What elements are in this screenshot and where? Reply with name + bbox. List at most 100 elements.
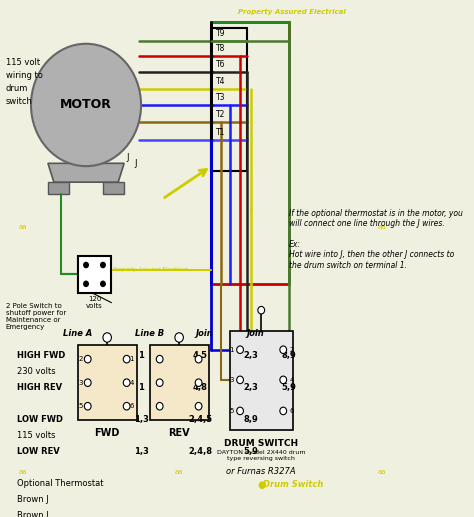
Text: 115 volts: 115 volts — [17, 431, 55, 439]
Text: Line A: Line A — [63, 329, 92, 338]
Text: 4: 4 — [290, 377, 294, 383]
Text: 2,4,8: 2,4,8 — [188, 447, 212, 455]
Text: DAYTON model 2X440 drum
type reversing switch: DAYTON model 2X440 drum type reversing s… — [217, 450, 305, 461]
Circle shape — [100, 262, 106, 268]
Text: 5,9: 5,9 — [244, 447, 258, 455]
Circle shape — [84, 355, 91, 363]
Text: 8,9: 8,9 — [282, 351, 297, 360]
Text: aa: aa — [378, 469, 386, 475]
Circle shape — [156, 355, 163, 363]
Text: LOW REV: LOW REV — [17, 447, 59, 455]
Circle shape — [195, 402, 202, 410]
Text: 5: 5 — [79, 403, 83, 409]
Text: 2: 2 — [79, 356, 83, 362]
Text: 120
volts: 120 volts — [86, 296, 103, 309]
Circle shape — [280, 346, 287, 354]
Text: 1,3: 1,3 — [134, 415, 148, 424]
Text: LOW FWD: LOW FWD — [17, 415, 63, 424]
Text: aa: aa — [18, 224, 27, 231]
Text: 115 volt: 115 volt — [6, 58, 40, 67]
Polygon shape — [103, 182, 124, 194]
Text: 4,8: 4,8 — [193, 383, 208, 392]
Circle shape — [83, 262, 89, 268]
Text: drum: drum — [6, 84, 28, 93]
Circle shape — [258, 307, 264, 314]
Circle shape — [100, 281, 106, 287]
Text: aa: aa — [175, 469, 183, 475]
Text: Property Assured Electrical: Property Assured Electrical — [238, 9, 346, 15]
Circle shape — [123, 402, 130, 410]
Text: J: J — [127, 153, 129, 161]
Text: T6: T6 — [216, 60, 225, 69]
Text: HIGH REV: HIGH REV — [17, 383, 62, 392]
Text: 3: 3 — [229, 377, 234, 383]
Text: 4,5: 4,5 — [193, 351, 208, 360]
Bar — [78, 255, 111, 293]
Text: Property Assured Electrical: Property Assured Electrical — [113, 267, 187, 272]
Text: 1: 1 — [138, 383, 144, 392]
Text: T1: T1 — [216, 128, 225, 137]
Text: T8: T8 — [216, 44, 225, 53]
Text: 4: 4 — [129, 379, 134, 386]
Polygon shape — [48, 163, 124, 182]
Text: DRUM SWITCH: DRUM SWITCH — [224, 439, 298, 448]
Text: T2: T2 — [216, 110, 225, 119]
Text: 5,9: 5,9 — [282, 383, 297, 392]
Circle shape — [84, 379, 91, 386]
Text: T9: T9 — [216, 29, 225, 38]
Circle shape — [237, 407, 244, 415]
Text: T3: T3 — [216, 93, 225, 102]
Bar — [230, 331, 293, 430]
Text: Brown J: Brown J — [17, 495, 48, 504]
Text: FWD: FWD — [94, 428, 120, 438]
Text: wiring to: wiring to — [6, 71, 43, 80]
Circle shape — [123, 379, 130, 386]
Circle shape — [175, 333, 183, 342]
Text: 230 volts: 230 volts — [17, 367, 55, 376]
Text: T4: T4 — [216, 77, 225, 86]
Text: If the optional thermostat is in the motor, you
will connect one line through th: If the optional thermostat is in the mot… — [289, 208, 463, 269]
Text: 1,3: 1,3 — [134, 447, 148, 455]
Text: 2,3: 2,3 — [244, 383, 258, 392]
Text: 2: 2 — [290, 347, 294, 353]
Circle shape — [156, 379, 163, 386]
Text: MOTOR: MOTOR — [60, 98, 112, 112]
Text: Optional Thermostat: Optional Thermostat — [17, 479, 103, 488]
Circle shape — [156, 402, 163, 410]
Bar — [78, 345, 137, 420]
Circle shape — [195, 379, 202, 386]
Circle shape — [237, 376, 244, 384]
Text: 6: 6 — [129, 403, 134, 409]
Text: Join: Join — [246, 329, 264, 338]
Text: Join: Join — [196, 329, 213, 338]
Text: 8,9: 8,9 — [244, 415, 258, 424]
Circle shape — [83, 281, 89, 287]
Text: 5: 5 — [229, 408, 234, 414]
Text: 1: 1 — [229, 347, 234, 353]
Circle shape — [195, 355, 202, 363]
Text: HIGH FWD: HIGH FWD — [17, 351, 65, 360]
Text: J: J — [134, 159, 137, 168]
Circle shape — [237, 346, 244, 354]
Text: 2,3: 2,3 — [244, 351, 258, 360]
Text: REV: REV — [168, 428, 190, 438]
Text: Drum Switch: Drum Switch — [263, 480, 323, 489]
Circle shape — [280, 407, 287, 415]
Text: switch: switch — [6, 97, 33, 107]
Text: 2,4,5: 2,4,5 — [188, 415, 212, 424]
Text: 1: 1 — [138, 351, 144, 360]
Polygon shape — [48, 182, 69, 194]
Circle shape — [123, 355, 130, 363]
Text: Line B: Line B — [135, 329, 164, 338]
Bar — [149, 345, 209, 420]
Text: 2 Pole Switch to
shutoff power for
Maintenance or
Emergency: 2 Pole Switch to shutoff power for Maint… — [6, 302, 66, 330]
Text: Brown J: Brown J — [17, 511, 48, 517]
Text: aa: aa — [378, 224, 386, 231]
Circle shape — [84, 402, 91, 410]
Text: aa: aa — [18, 469, 27, 475]
Text: or Furnas R327A: or Furnas R327A — [227, 467, 296, 477]
Text: ●: ● — [257, 480, 265, 490]
Circle shape — [280, 376, 287, 384]
Circle shape — [103, 333, 111, 342]
Text: 6: 6 — [290, 408, 294, 414]
